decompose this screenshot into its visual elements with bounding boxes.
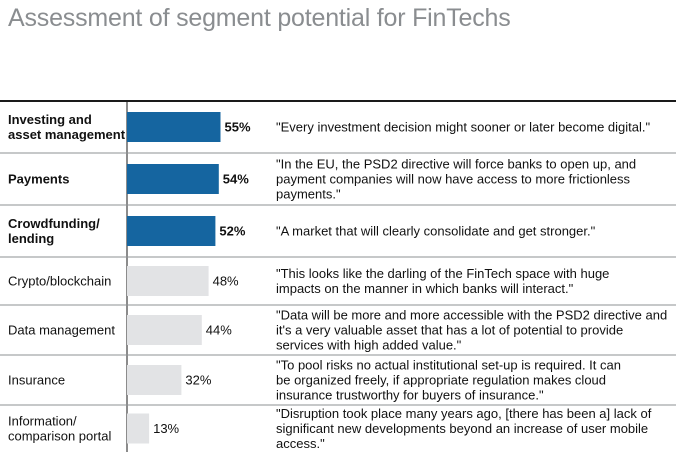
bar (127, 413, 150, 444)
value-label: 54% (223, 172, 249, 187)
category-label: Crypto/blockchain (8, 274, 111, 289)
bar (127, 112, 221, 142)
category-label: Investing and asset management (8, 112, 126, 142)
value-label: 55% (225, 120, 251, 135)
value-label: 48% (213, 274, 239, 289)
category-label: Payments (8, 172, 69, 187)
value-label: 13% (153, 421, 179, 436)
quote-text: "A market that will clearly consolidate … (276, 224, 596, 239)
quote-text: "Data will be more and more accessible w… (276, 308, 667, 353)
bar (127, 216, 216, 246)
category-label: Crowdfunding/lending (8, 216, 100, 246)
bar (127, 315, 202, 345)
category-label: Information/comparison portal (8, 414, 111, 444)
quote-text: "In the EU, the PSD2 directive will forc… (276, 157, 636, 202)
quote-text: "Every investment decision might sooner … (276, 120, 651, 135)
quote-text: "Disruption took place many years ago, [… (276, 406, 652, 451)
category-label: Insurance (8, 373, 65, 388)
category-label: Data management (8, 323, 115, 338)
value-label: 44% (206, 323, 232, 338)
quote-text: "To pool risks no actual institutional s… (276, 358, 621, 403)
value-label: 32% (185, 373, 211, 388)
value-label: 52% (219, 224, 245, 239)
bar (127, 266, 209, 296)
quote-text: "This looks like the darling of the FinT… (276, 266, 609, 296)
chart-title: Assessment of segment potential for FinT… (8, 4, 511, 32)
bar (127, 365, 182, 395)
bar (127, 164, 219, 194)
